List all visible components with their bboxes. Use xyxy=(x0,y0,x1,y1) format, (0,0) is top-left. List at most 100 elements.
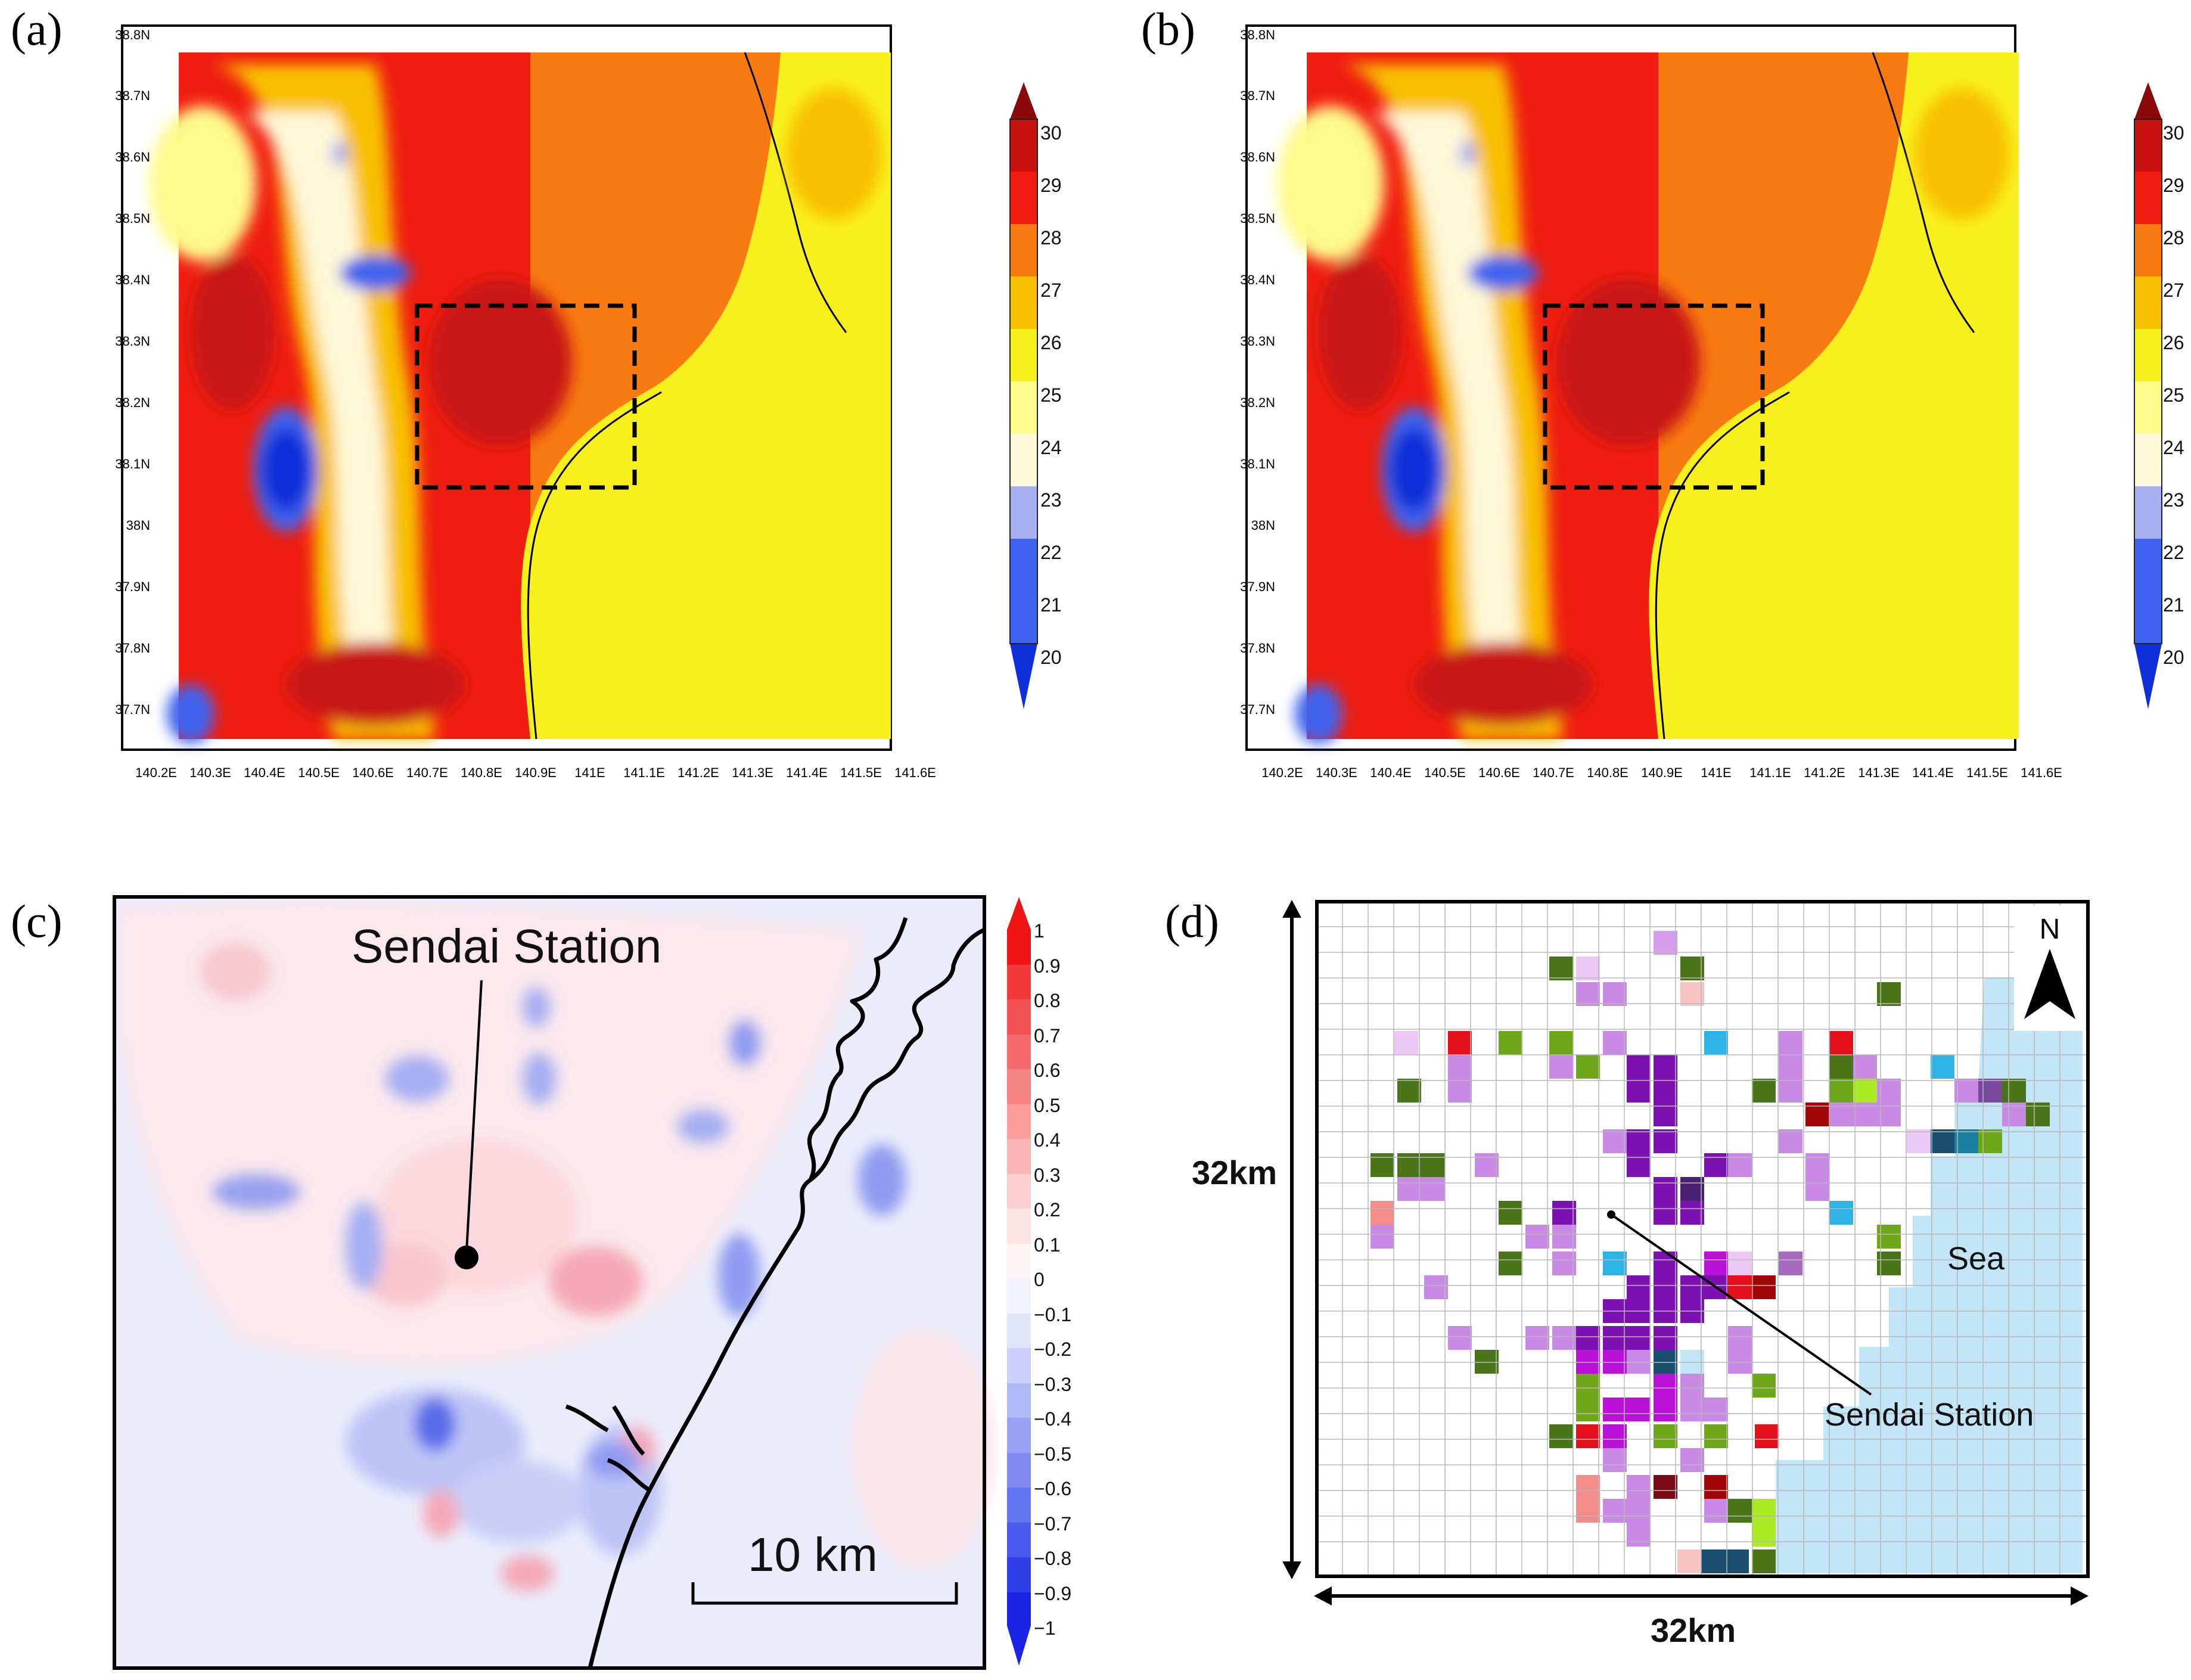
lon-tick: 141.1E xyxy=(623,765,665,780)
colorbar-tick: −0.8 xyxy=(1034,1548,1071,1569)
lon-tick: 141.5E xyxy=(840,765,882,780)
colorbar-tick: 0.2 xyxy=(1034,1199,1060,1221)
panel-a-lon-ticks: 140.2E 140.3E 140.4E 140.5E 140.6E 140.7… xyxy=(135,765,936,780)
colorbar-tick: 0.6 xyxy=(1034,1060,1060,1081)
colorbar-tick: 22 xyxy=(1040,542,1062,563)
colorbar-tick: −0.7 xyxy=(1034,1513,1071,1535)
panel-a: (a) 38.8N 38.7N 38.6N 38.5N 38.4N 38.3N … xyxy=(11,3,1062,780)
lon-tick: 140.4E xyxy=(1370,765,1412,780)
lat-tick: 38.6N xyxy=(1240,150,1275,164)
colorbar-tick: 29 xyxy=(1040,175,1062,196)
lon-tick: 140.7E xyxy=(406,765,448,780)
lat-tick: 37.8N xyxy=(115,641,150,656)
sendai-station-label-d: Sendai Station xyxy=(1825,1397,2034,1433)
lon-tick: 141.3E xyxy=(1858,765,1900,780)
colorbar-tick: 28 xyxy=(1040,227,1062,249)
colorbar-tick: 25 xyxy=(2163,384,2184,406)
lat-tick: 38N xyxy=(126,518,150,533)
lon-tick: 140.8E xyxy=(1587,765,1629,780)
grid-lines xyxy=(1317,902,2088,1576)
lon-tick: 141.4E xyxy=(786,765,828,780)
panel-b-map xyxy=(1277,52,2019,744)
north-arrow: N xyxy=(2014,906,2086,1031)
colorbar-tick: 21 xyxy=(1040,594,1062,616)
panel-c-coastline xyxy=(565,917,986,1669)
panel-c: (c) xyxy=(11,895,1071,1670)
lat-tick: 38.7N xyxy=(1240,88,1275,103)
lon-tick: 140.6E xyxy=(352,765,394,780)
lon-tick: 140.2E xyxy=(135,765,177,780)
colorbar-tick: −0.1 xyxy=(1034,1304,1071,1325)
panel-c-frame xyxy=(113,895,986,1670)
lat-tick: 38.1N xyxy=(1240,457,1275,471)
colorbar-tick: 0.7 xyxy=(1034,1025,1060,1046)
colorbar-tick: 0.9 xyxy=(1034,955,1060,977)
lon-tick: 140.2E xyxy=(1261,765,1303,780)
colorbar-tick: 28 xyxy=(2163,227,2184,249)
sendai-station-marker-d: Sendai Station xyxy=(1607,1210,2034,1433)
panel-c-map: Sendai Station 10 km xyxy=(113,895,995,1670)
lon-tick: 141.3E xyxy=(732,765,773,780)
lon-tick: 141.5E xyxy=(1966,765,2008,780)
sendai-station-marker: Sendai Station xyxy=(352,920,661,1269)
lat-tick: 38.5N xyxy=(115,211,150,226)
colorbar-tick: 0.1 xyxy=(1034,1234,1060,1256)
lon-tick: 141.1E xyxy=(1749,765,1791,780)
colorbar-tick: −0.6 xyxy=(1034,1478,1071,1499)
colorbar-tick: 25 xyxy=(1040,384,1062,406)
colorbar-tick: 0 xyxy=(1034,1269,1045,1290)
colorbar-tick: 27 xyxy=(2163,280,2184,301)
lat-tick: 38.4N xyxy=(115,272,150,287)
panel-a-lat-ticks: 38.8N 38.7N 38.6N 38.5N 38.4N 38.3N 38.2… xyxy=(115,27,150,717)
sendai-station-label-c: Sendai Station xyxy=(352,920,661,973)
lon-tick: 140.5E xyxy=(298,765,340,780)
lat-tick: 38.1N xyxy=(115,457,150,471)
colorbar-tick: 26 xyxy=(2163,332,2184,353)
lat-tick: 37.7N xyxy=(115,702,150,717)
panel-d-extent: 32km 32km xyxy=(1192,900,2089,1649)
lat-tick: 38.5N xyxy=(1240,211,1275,226)
lat-tick: 38.2N xyxy=(115,395,150,410)
scale-bar: 10 km xyxy=(691,1528,958,1605)
lat-tick: 38.2N xyxy=(1240,395,1275,410)
panel-b: (b) 38.8N 38.7N 38.6N 38.5N 38.4N 38.3N … xyxy=(1141,3,2184,780)
y-extent-label: 32km xyxy=(1192,1154,1277,1191)
north-label: N xyxy=(2040,914,2061,945)
colorbar-tick: −0.4 xyxy=(1034,1408,1071,1430)
sea-label: Sea xyxy=(1947,1241,2005,1277)
lon-tick: 140.4E xyxy=(244,765,285,780)
lon-tick: 140.9E xyxy=(515,765,557,780)
panel-a-map xyxy=(149,52,891,744)
colorbar-tick: 21 xyxy=(2163,594,2184,616)
colorbar-tick: 27 xyxy=(1040,280,1062,301)
lat-tick: 37.9N xyxy=(1240,579,1275,594)
colorbar-tick: 23 xyxy=(2163,489,2184,511)
lat-tick: 38.6N xyxy=(115,150,150,164)
colorbar-tick: 0.8 xyxy=(1034,990,1060,1011)
lon-tick: 140.3E xyxy=(1316,765,1357,780)
panel-b-lat-ticks: 38.8N 38.7N 38.6N 38.5N 38.4N 38.3N 38.2… xyxy=(1240,27,1275,717)
lat-tick: 37.9N xyxy=(115,579,150,594)
lat-tick: 38.8N xyxy=(1240,27,1275,42)
panel-c-label: (c) xyxy=(11,895,63,947)
lat-tick: 38.3N xyxy=(115,334,150,349)
colorbar-tick: −0.5 xyxy=(1034,1443,1071,1465)
colorbar-tick: 0.3 xyxy=(1034,1164,1060,1186)
lon-tick: 140.3E xyxy=(189,765,231,780)
panel-b-colorbar: 30 29 28 27 26 25 24 23 22 21 20 xyxy=(2134,82,2184,709)
colorbar-tick: 22 xyxy=(2163,542,2184,563)
lon-tick: 140.9E xyxy=(1641,765,1683,780)
lat-tick: 38.7N xyxy=(115,88,150,103)
lon-tick: 141.6E xyxy=(894,765,936,780)
lat-tick: 38N xyxy=(1251,518,1275,533)
colorbar-tick: 30 xyxy=(1040,122,1062,144)
scale-bar-label: 10 km xyxy=(748,1528,878,1581)
colorbar-tick: −1 xyxy=(1034,1617,1055,1639)
colorbar-tick: 0.5 xyxy=(1034,1095,1060,1116)
colorbar-tick: 20 xyxy=(1040,647,1062,668)
lat-tick: 38.8N xyxy=(115,27,150,42)
lon-tick: 140.6E xyxy=(1478,765,1520,780)
lon-tick: 141.4E xyxy=(1912,765,1954,780)
panel-b-lon-ticks: 140.2E 140.3E 140.4E 140.5E 140.6E 140.7… xyxy=(1261,765,2062,780)
